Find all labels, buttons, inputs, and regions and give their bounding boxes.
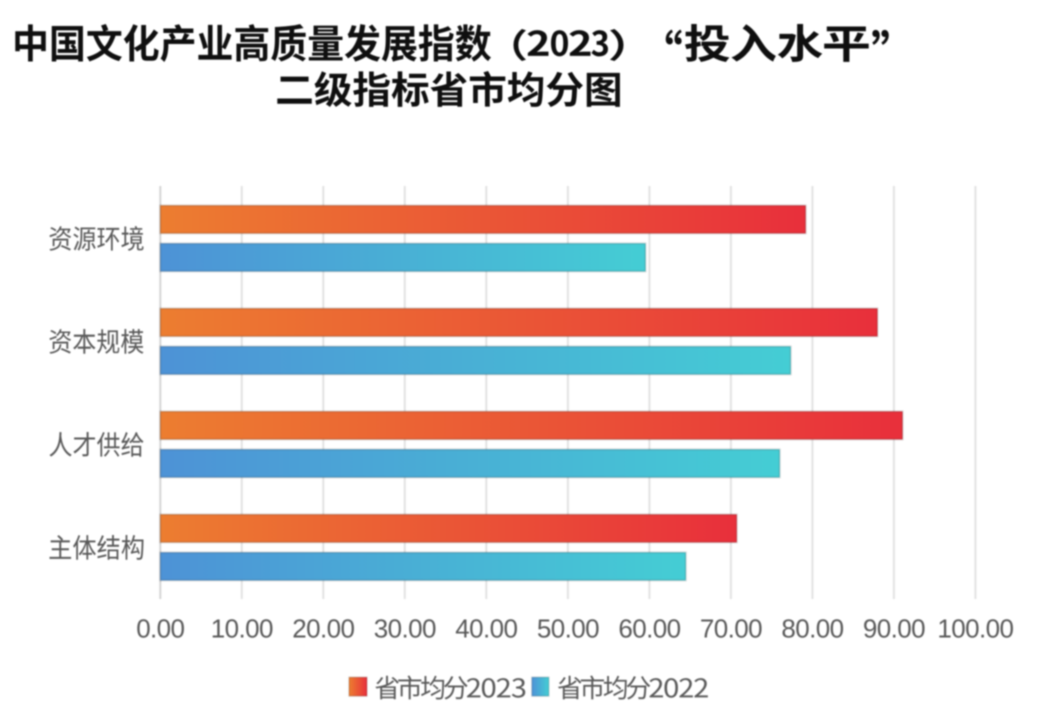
svg-text:20.00: 20.00 [292,614,354,644]
svg-text:40.00: 40.00 [455,614,517,644]
svg-text:50.00: 50.00 [537,614,599,644]
svg-text:30.00: 30.00 [374,614,436,644]
svg-text:0.00: 0.00 [136,614,184,644]
svg-text:100.00: 100.00 [937,614,1013,644]
svg-text:70.00: 70.00 [700,614,762,644]
svg-text:10.00: 10.00 [211,614,273,644]
svg-text:90.00: 90.00 [863,614,925,644]
svg-text:60.00: 60.00 [618,614,680,644]
svg-text:80.00: 80.00 [781,614,843,644]
